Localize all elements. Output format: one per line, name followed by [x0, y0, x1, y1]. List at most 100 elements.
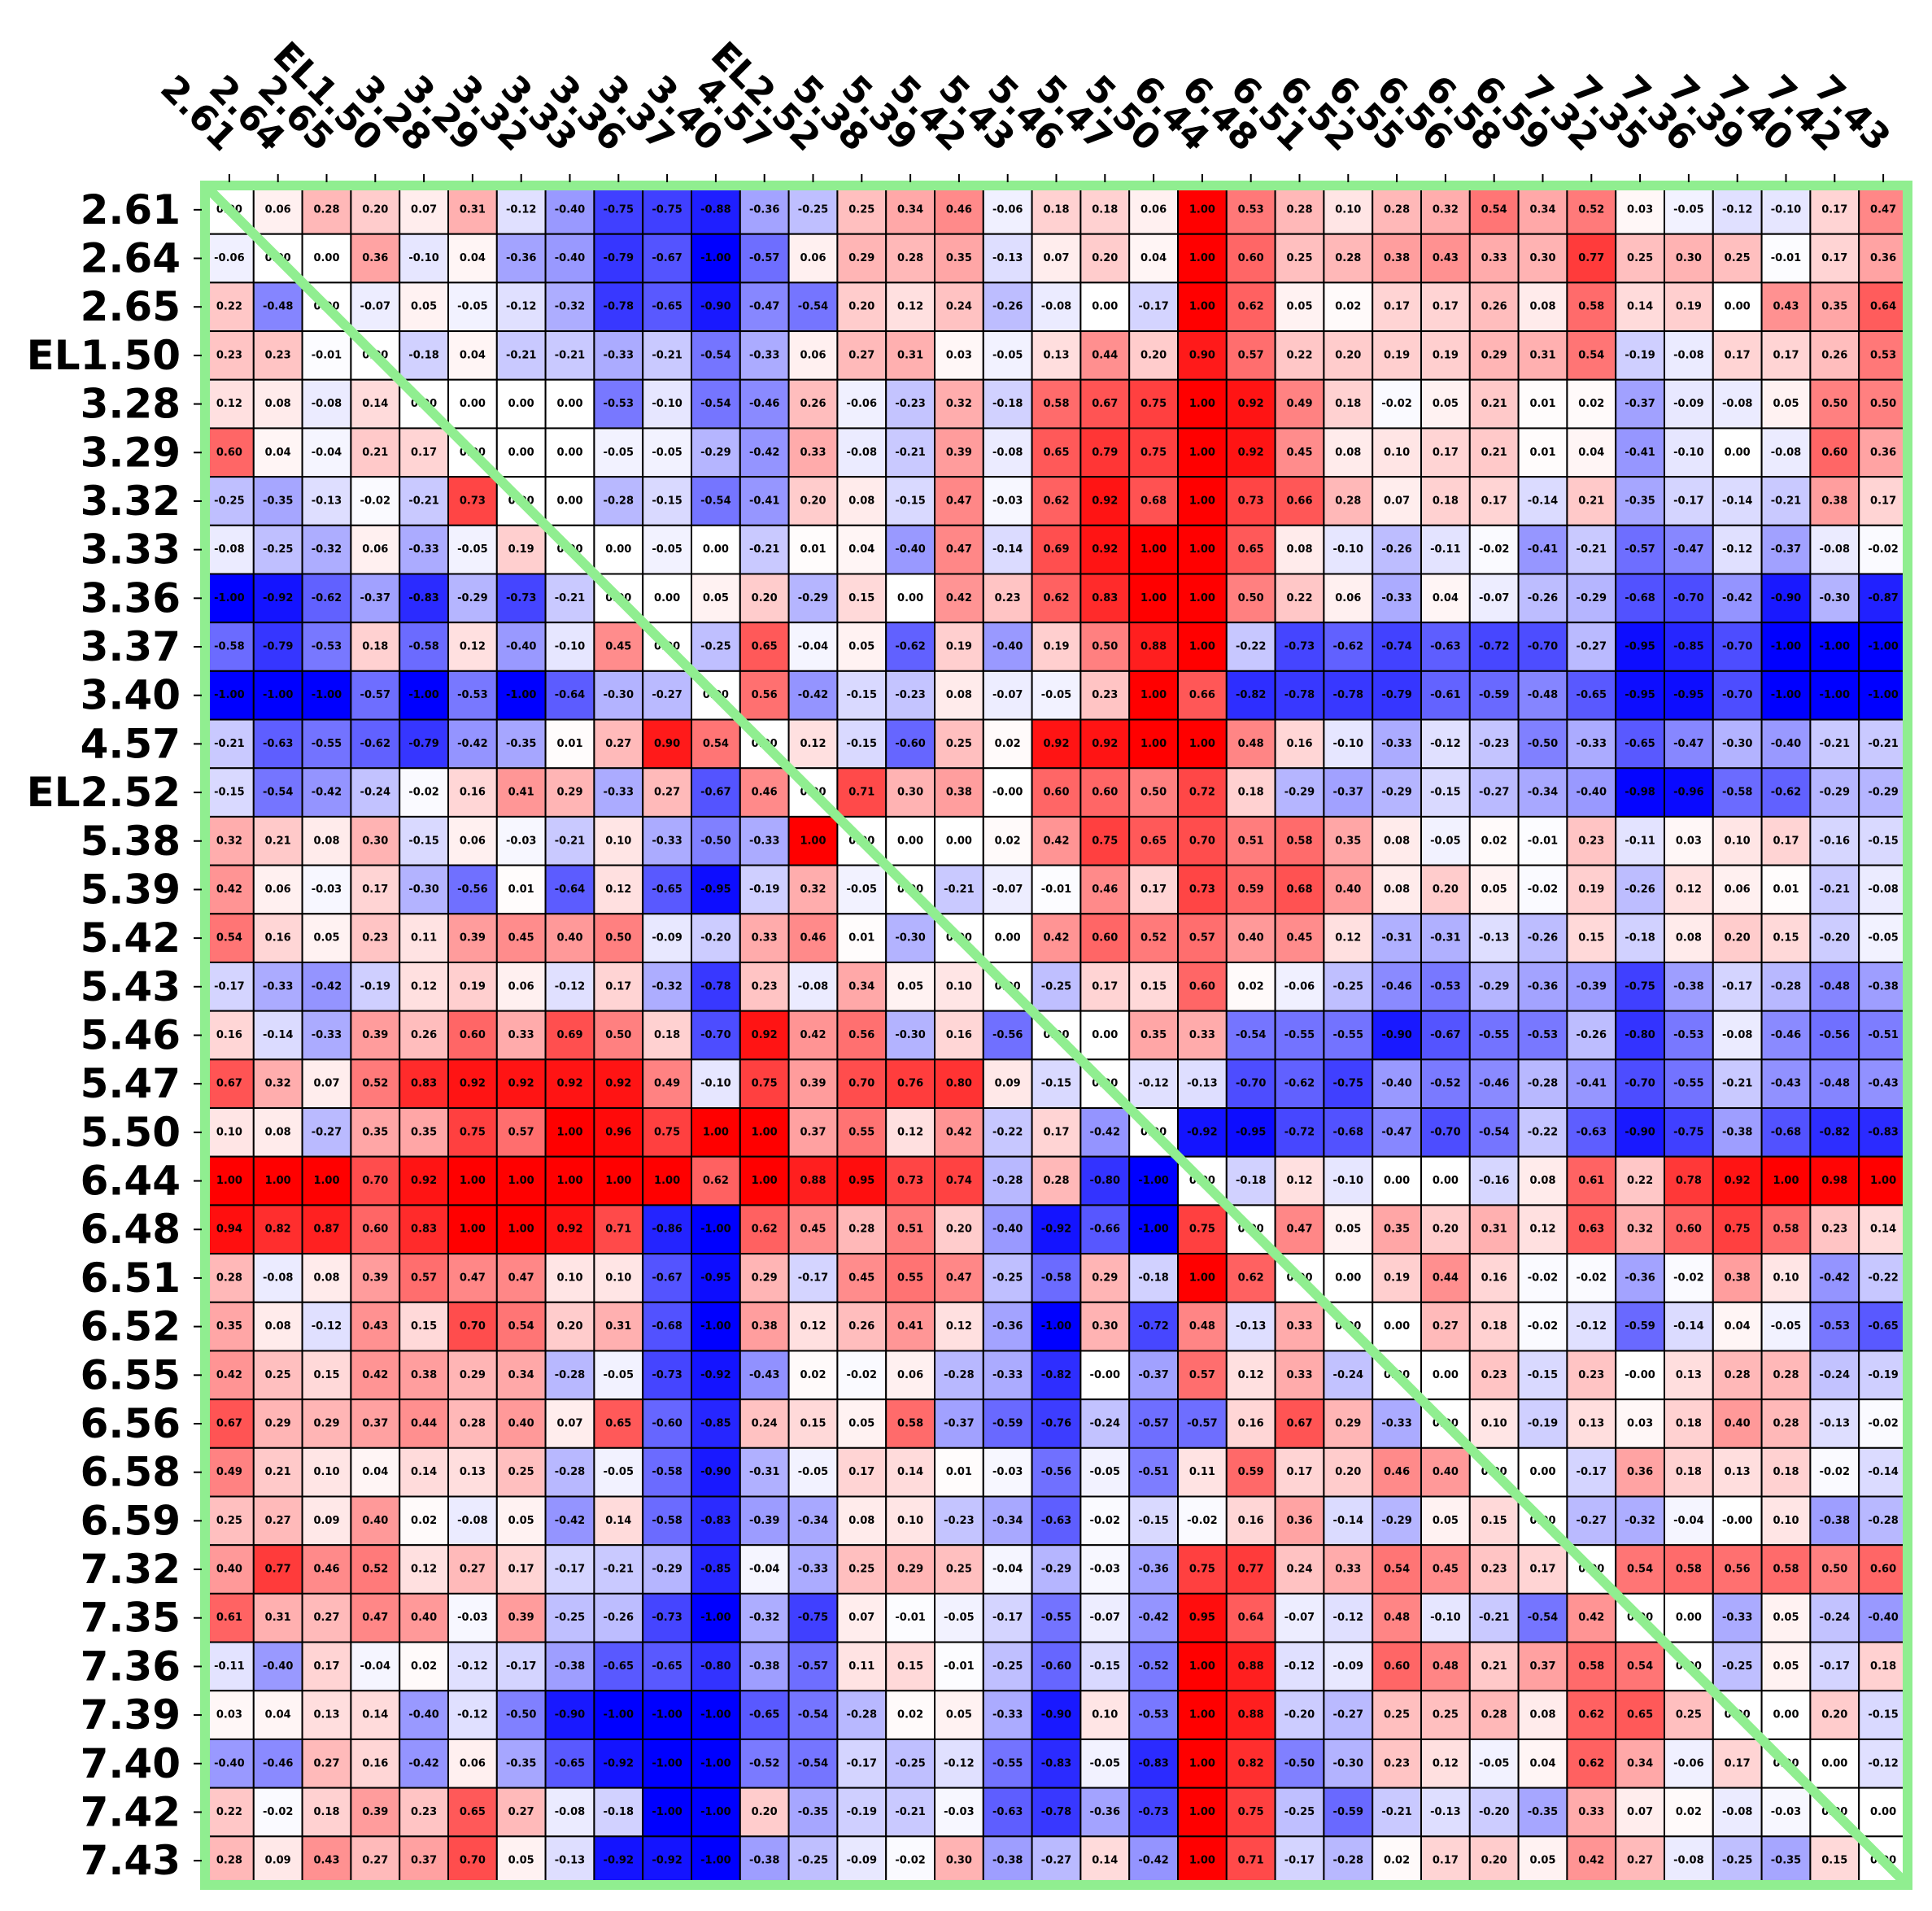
- cell-value-label: -0.15: [408, 835, 438, 847]
- cell-value-label: 0.29: [460, 1369, 486, 1381]
- cell-value-label: 0.94: [216, 1224, 242, 1236]
- cell-value-label: -0.54: [1236, 1029, 1266, 1041]
- cell-value-label: 0.75: [460, 1126, 486, 1138]
- cell-value-label: 0.35: [1384, 1224, 1410, 1236]
- heatmap-cell: [1225, 573, 1276, 624]
- heatmap-cell: [1031, 1253, 1082, 1303]
- cell-value-label: -0.42: [1820, 1272, 1850, 1284]
- cell-value-label: -0.24: [1333, 1369, 1363, 1381]
- cell-value-label: 0.31: [460, 203, 486, 216]
- cell-value-label: 0.25: [848, 1564, 874, 1576]
- cell-value-label: 0.54: [1627, 1564, 1653, 1576]
- heatmap-cell: [1031, 1301, 1082, 1352]
- cell-value-label: 0.66: [1286, 495, 1312, 507]
- cell-value-label: 0.50: [1092, 641, 1118, 653]
- cell-value-label: 0.20: [1821, 1709, 1847, 1721]
- cell-value-label: 0.50: [1821, 398, 1847, 410]
- cell-value-label: 0.33: [1189, 1029, 1215, 1041]
- cell-value-label: -0.35: [506, 1757, 536, 1769]
- heatmap-cell: [1712, 427, 1763, 478]
- cell-value-label: -1.00: [700, 1806, 730, 1818]
- cell-value-label: -0.25: [555, 1612, 585, 1624]
- cell-value-label: -0.59: [992, 1417, 1023, 1429]
- cell-value-label: -0.28: [1528, 1078, 1558, 1090]
- cell-value-label: -0.21: [652, 349, 682, 361]
- cell-value-label: 0.00: [1725, 447, 1751, 459]
- cell-value-label: 0.27: [848, 349, 874, 361]
- cell-value-label: -0.75: [1625, 980, 1655, 993]
- heatmap-cell: [982, 378, 1033, 430]
- cell-value-label: -0.19: [1528, 1417, 1558, 1429]
- cell-value-label: -0.23: [1479, 738, 1509, 750]
- cell-value-label: -0.08: [1820, 543, 1850, 556]
- cell-value-label: 0.17: [508, 1564, 534, 1576]
- cell-value-label: -0.33: [1381, 1417, 1411, 1429]
- cell-value-label: -0.58: [652, 1466, 682, 1478]
- heatmap-cell: [836, 1107, 887, 1158]
- heatmap-cell: [1517, 1058, 1568, 1110]
- cell-value-label: 0.60: [362, 1224, 388, 1236]
- cell-value-label: 0.28: [1286, 203, 1312, 216]
- heatmap-cell: [1274, 1010, 1325, 1061]
- heatmap-cell: [1858, 1204, 1908, 1255]
- cell-value-label: 0.42: [216, 1369, 242, 1381]
- cell-value-label: 0.05: [508, 1515, 534, 1527]
- cell-value-label: -0.08: [457, 1515, 487, 1527]
- cell-value-label: -0.65: [1577, 689, 1607, 701]
- heatmap-cell: [252, 573, 303, 624]
- cell-value-label: 0.54: [508, 1320, 534, 1333]
- cell-value-label: 0.18: [1433, 495, 1459, 507]
- heatmap-cell: [252, 1204, 303, 1255]
- y-tick-label: 6.58: [81, 1449, 181, 1496]
- heatmap-cell: [1712, 864, 1763, 915]
- heatmap-cell: [691, 524, 741, 575]
- cell-value-label: -0.30: [1333, 1757, 1363, 1769]
- cell-value-label: 0.00: [1433, 1369, 1459, 1381]
- cell-value-label: 0.52: [1578, 203, 1604, 216]
- cell-value-label: 1.00: [1189, 1709, 1215, 1721]
- heatmap-cell: [350, 427, 401, 478]
- cell-value-label: -0.53: [604, 398, 634, 410]
- cell-value-label: 1.00: [508, 1224, 534, 1236]
- cell-value-label: 0.10: [605, 1272, 631, 1284]
- cell-value-label: 0.28: [1384, 203, 1410, 216]
- heatmap-cell: [495, 281, 547, 333]
- heatmap-cell: [1517, 281, 1568, 333]
- heatmap-cell: [787, 1204, 839, 1255]
- heatmap-cell: [1274, 864, 1325, 915]
- heatmap-cell: [691, 476, 741, 526]
- cell-value-label: -0.42: [555, 1515, 585, 1527]
- cell-value-label: 0.56: [1725, 1564, 1751, 1576]
- heatmap-cell: [1858, 815, 1908, 866]
- cell-value-label: 0.07: [411, 203, 437, 216]
- cell-value-label: 0.08: [1335, 447, 1361, 459]
- cell-value-label: 0.77: [1578, 252, 1604, 264]
- cell-value-label: -0.09: [652, 932, 682, 945]
- y-tick-label: 3.40: [81, 672, 181, 719]
- heatmap-cell: [1760, 718, 1812, 770]
- y-tick-label: 2.64: [81, 235, 181, 282]
- cell-value-label: 0.08: [848, 495, 874, 507]
- cell-value-label: 0.09: [265, 1855, 291, 1867]
- cell-value-label: 0.35: [1335, 835, 1361, 847]
- cell-value-label: -0.23: [895, 689, 925, 701]
- heatmap-cell: [1128, 622, 1179, 672]
- cell-value-label: -0.17: [1820, 1660, 1850, 1673]
- heatmap-cell: [1323, 1398, 1374, 1449]
- heatmap-cell: [1225, 330, 1276, 381]
- heatmap-cell: [495, 864, 547, 915]
- heatmap-cell: [1664, 1398, 1714, 1449]
- cell-value-label: 1.00: [605, 1175, 631, 1187]
- cell-value-label: 0.17: [1384, 301, 1410, 313]
- heatmap-cell: [1177, 1010, 1228, 1061]
- y-tick-label: 5.42: [81, 914, 181, 962]
- cell-value-label: -0.29: [1868, 787, 1898, 799]
- cell-value-label: 0.59: [1238, 1466, 1264, 1478]
- cell-value-label: -0.57: [1187, 1417, 1217, 1429]
- heatmap-cell: [836, 961, 887, 1012]
- cell-value-label: -0.61: [1430, 689, 1460, 701]
- cell-value-label: -0.57: [749, 252, 779, 264]
- cell-value-label: -0.38: [1722, 1126, 1752, 1138]
- cell-value-label: 0.28: [216, 1855, 242, 1867]
- cell-value-label: 0.06: [800, 349, 826, 361]
